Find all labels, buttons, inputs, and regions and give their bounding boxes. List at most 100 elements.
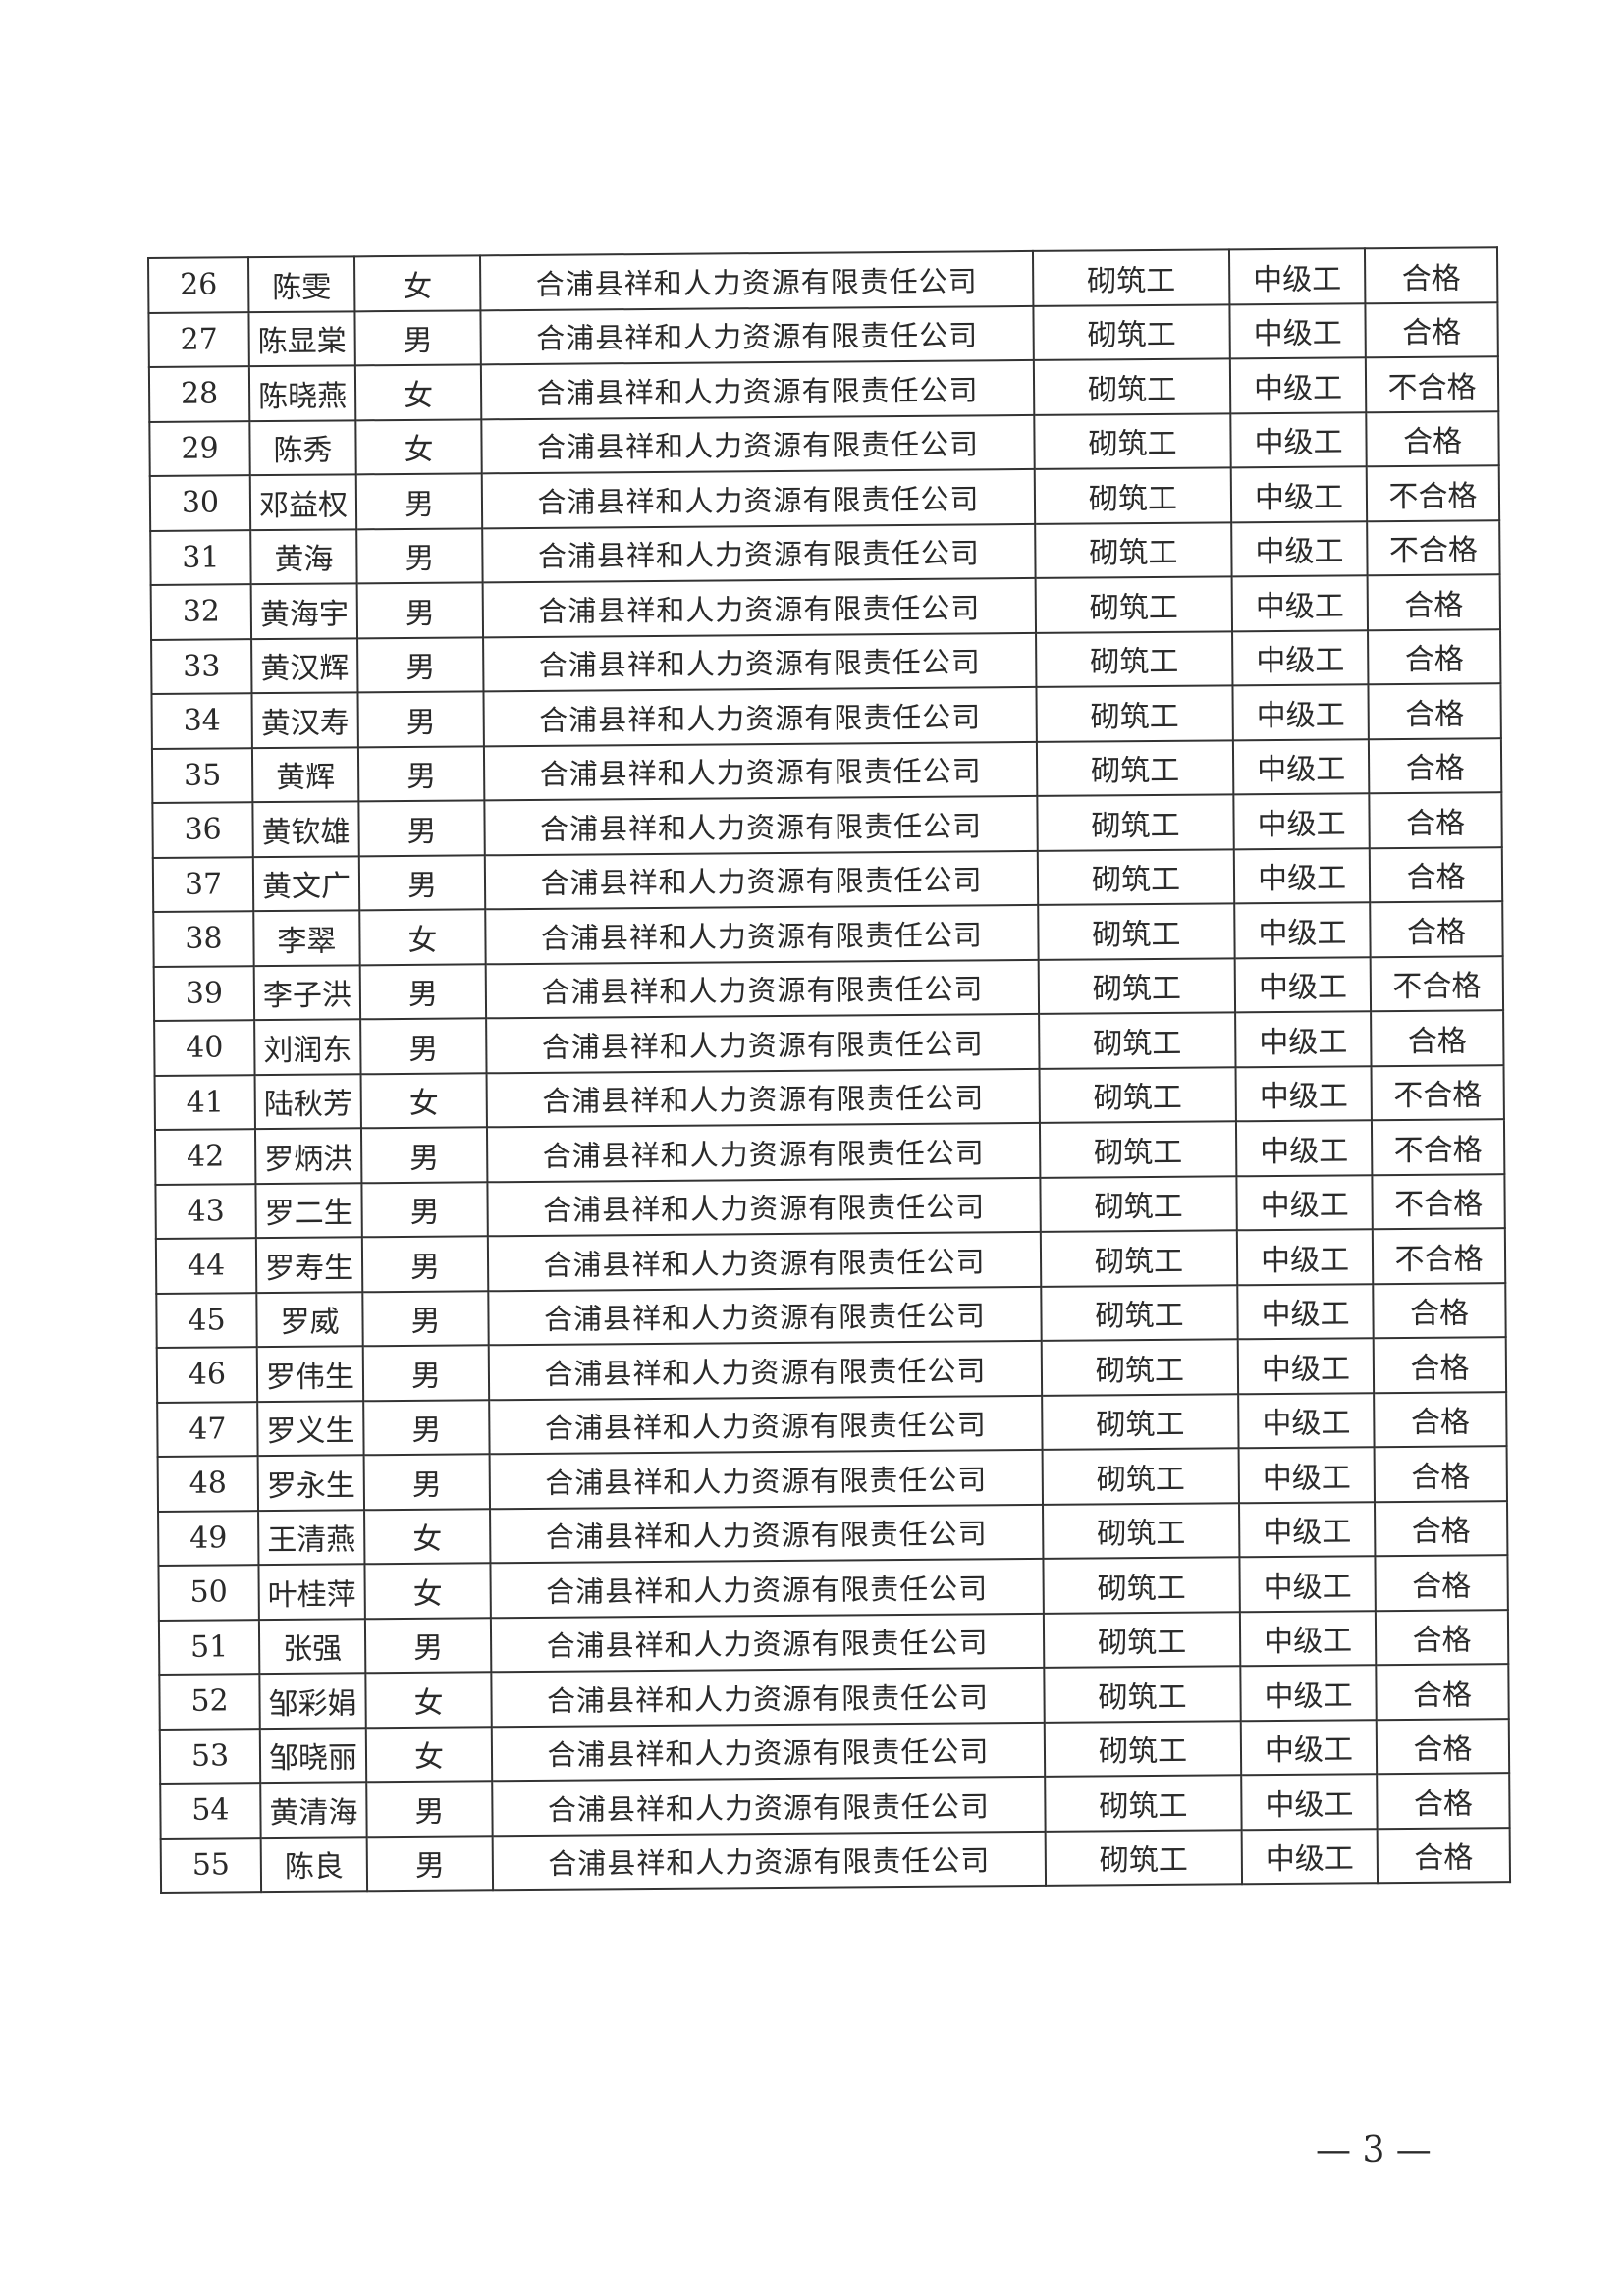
cell-row-number: 55 [160, 1837, 262, 1893]
cell-result: 合格 [1374, 1446, 1507, 1502]
cell-result: 不合格 [1366, 465, 1500, 521]
cell-trade: 砌筑工 [1033, 303, 1230, 360]
cell-company: 合浦县祥和人力资源有限责任公司 [492, 1831, 1047, 1891]
cell-name: 刘润东 [254, 1019, 361, 1075]
cell-row-number: 43 [155, 1183, 256, 1239]
cell-company: 合浦县祥和人力资源有限责任公司 [483, 686, 1037, 746]
cell-gender: 男 [366, 1835, 494, 1892]
cell-company: 合浦县祥和人力资源有限责任公司 [486, 1068, 1040, 1128]
cell-gender: 女 [364, 1508, 491, 1565]
cell-name: 黄清海 [260, 1782, 367, 1838]
cell-name: 陆秋芳 [254, 1073, 361, 1130]
cell-company: 合浦县祥和人力资源有限责任公司 [484, 795, 1038, 855]
cell-result: 不合格 [1370, 955, 1504, 1012]
cell-level: 中级工 [1239, 1610, 1377, 1667]
cell-level: 中级工 [1236, 1229, 1374, 1285]
cell-gender: 女 [365, 1672, 492, 1728]
cell-row-number: 30 [149, 475, 251, 531]
cell-trade: 砌筑工 [1041, 1284, 1238, 1341]
cell-result: 合格 [1373, 1282, 1506, 1339]
cell-company: 合浦县祥和人力资源有限责任公司 [481, 414, 1035, 474]
cell-level: 中级工 [1237, 1283, 1374, 1340]
cell-gender: 男 [358, 854, 486, 911]
cell-result: 合格 [1375, 1609, 1509, 1666]
cell-trade: 砌筑工 [1040, 1230, 1238, 1287]
cell-level: 中级工 [1232, 738, 1370, 795]
cell-trade: 砌筑工 [1036, 630, 1233, 687]
page-number: — 3 — [1316, 2130, 1432, 2170]
cell-result: 合格 [1368, 737, 1502, 794]
cell-company: 合浦县祥和人力资源有限责任公司 [487, 1177, 1041, 1237]
cell-result: 合格 [1375, 1555, 1508, 1611]
cell-row-number: 32 [150, 584, 252, 640]
cell-name: 罗炳洪 [254, 1128, 362, 1184]
cell-result: 不合格 [1372, 1173, 1505, 1230]
cell-trade: 砌筑工 [1041, 1339, 1239, 1396]
cell-row-number: 29 [149, 420, 250, 476]
cell-level: 中级工 [1241, 1774, 1378, 1830]
cell-gender: 男 [362, 1345, 490, 1401]
cell-name: 罗二生 [255, 1182, 362, 1239]
cell-company: 合浦县祥和人力资源有限责任公司 [483, 632, 1037, 692]
cell-row-number: 47 [157, 1401, 258, 1457]
cell-result: 不合格 [1365, 356, 1499, 412]
cell-trade: 砌筑工 [1036, 739, 1234, 796]
cell-gender: 女 [355, 418, 482, 475]
cell-gender: 男 [357, 691, 484, 747]
cell-name: 罗伟生 [256, 1346, 364, 1402]
cell-level: 中级工 [1232, 684, 1369, 740]
cell-result: 合格 [1374, 1500, 1508, 1557]
cell-level: 中级工 [1234, 902, 1371, 958]
cell-result: 合格 [1374, 1391, 1507, 1448]
cell-name: 张强 [258, 1618, 366, 1675]
cell-company: 合浦县祥和人力资源有限责任公司 [487, 1231, 1042, 1291]
cell-result: 合格 [1364, 247, 1498, 303]
cell-result: 合格 [1366, 410, 1499, 467]
cell-row-number: 46 [156, 1347, 258, 1403]
cell-result: 不合格 [1371, 1119, 1505, 1175]
cell-row-number: 26 [148, 257, 249, 313]
cell-result: 合格 [1367, 574, 1501, 630]
cell-trade: 砌筑工 [1043, 1502, 1240, 1559]
cell-gender: 男 [358, 800, 485, 856]
cell-trade: 砌筑工 [1036, 685, 1233, 742]
cell-gender: 男 [361, 1236, 489, 1292]
cell-level: 中级工 [1230, 466, 1368, 522]
cell-name: 黄钦雄 [252, 801, 359, 857]
cell-trade: 砌筑工 [1043, 1557, 1240, 1614]
cell-trade: 砌筑工 [1040, 1175, 1237, 1232]
results-table-body: 26 陈雯女合浦县祥和人力资源有限责任公司 砌筑工 中级工 合格 27 陈显棠男合浦县祥和人… [148, 247, 1511, 1893]
cell-trade: 砌筑工 [1039, 1012, 1236, 1069]
cell-name: 邹彩娟 [259, 1673, 366, 1729]
cell-company: 合浦县祥和人力资源有限责任公司 [490, 1558, 1044, 1618]
cell-company: 合浦县祥和人力资源有限责任公司 [479, 250, 1034, 310]
cell-name: 罗义生 [257, 1400, 364, 1457]
cell-company: 合浦县祥和人力资源有限责任公司 [490, 1613, 1045, 1673]
cell-level: 中级工 [1229, 357, 1367, 413]
cell-level: 中级工 [1235, 1065, 1372, 1122]
cell-level: 中级工 [1240, 1719, 1378, 1776]
cell-trade: 砌筑工 [1035, 521, 1232, 578]
cell-level: 中级工 [1235, 1011, 1372, 1067]
cell-trade: 砌筑工 [1044, 1720, 1242, 1777]
cell-name: 王清燕 [258, 1509, 365, 1566]
cell-level: 中级工 [1240, 1665, 1377, 1721]
results-table: 26 陈雯女合浦县祥和人力资源有限责任公司 砌筑工 中级工 合格 27 陈显棠男合浦县祥和人… [147, 246, 1511, 1894]
table-row: 55 陈良男合浦县祥和人力资源有限责任公司 砌筑工 中级工 合格 [160, 1827, 1511, 1893]
cell-gender: 男 [356, 527, 483, 584]
cell-company: 合浦县祥和人力资源有限责任公司 [488, 1340, 1043, 1400]
cell-gender: 男 [357, 745, 485, 802]
cell-company: 合浦县祥和人力资源有限责任公司 [490, 1504, 1044, 1564]
cell-result: 合格 [1376, 1718, 1510, 1775]
cell-name: 黄海 [250, 528, 357, 585]
cell-level: 中级工 [1231, 520, 1368, 577]
cell-name: 陈显棠 [248, 310, 355, 367]
cell-gender: 男 [360, 1018, 487, 1074]
cell-result: 合格 [1369, 792, 1502, 848]
cell-result: 合格 [1368, 683, 1501, 739]
cell-trade: 砌筑工 [1043, 1611, 1241, 1668]
cell-name: 黄海宇 [250, 583, 358, 639]
cell-row-number: 33 [151, 638, 252, 694]
cell-level: 中级工 [1239, 1556, 1376, 1612]
cell-row-number: 51 [158, 1619, 260, 1675]
